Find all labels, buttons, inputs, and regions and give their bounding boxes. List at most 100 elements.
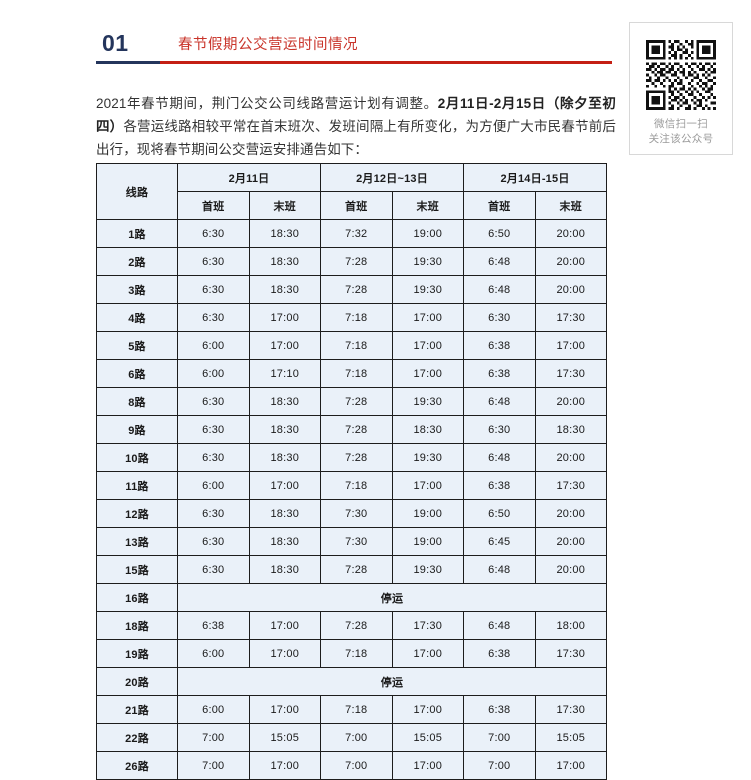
first-bus-cell: 7:00: [320, 723, 393, 752]
last-bus-cell: 17:00: [248, 303, 321, 332]
route-name-cell: 11路: [96, 471, 178, 500]
last-bus-cell: 18:30: [534, 415, 607, 444]
section-title-rule: [160, 61, 612, 64]
last-bus-cell: 17:00: [534, 331, 607, 360]
first-bus-cell: 7:18: [320, 303, 393, 332]
suspended-cell: 停运: [177, 583, 607, 612]
first-bus-cell: 6:38: [463, 359, 536, 388]
section-header-area: 01 春节假期公交营运时间情况: [96, 0, 612, 78]
table-row: 16路 停运: [96, 583, 607, 612]
first-bus-cell: 6:45: [463, 527, 536, 556]
last-bus-cell: 17:00: [391, 331, 464, 360]
table-row: 13路 6:30 18:30 7:30 19:00 6:45 20:00: [96, 527, 607, 556]
last-bus-cell: 17:00: [248, 639, 321, 668]
header-date-feb12-13: 2月12日~13日: [320, 163, 464, 192]
first-bus-cell: 6:48: [463, 555, 536, 584]
first-bus-cell: 6:50: [463, 499, 536, 528]
first-bus-cell: 7:28: [320, 247, 393, 276]
last-bus-cell: 15:05: [534, 723, 607, 752]
qr-caption-line1: 微信扫一扫: [654, 118, 708, 130]
first-bus-cell: 6:48: [463, 611, 536, 640]
last-bus-cell: 18:30: [248, 247, 321, 276]
last-bus-cell: 19:00: [391, 499, 464, 528]
table-row: 20路 停运: [96, 667, 607, 696]
last-bus-cell: 17:00: [391, 695, 464, 724]
route-name-cell: 12路: [96, 499, 178, 528]
table-row: 21路 6:00 17:00 7:18 17:00 6:38 17:30: [96, 695, 607, 724]
header-last-bus-3: 末班: [534, 191, 607, 220]
intro-text-bold: 2月11日-2月15日（除夕至初四）: [96, 95, 616, 134]
first-bus-cell: 6:48: [463, 247, 536, 276]
route-name-cell: 13路: [96, 527, 178, 556]
first-bus-cell: 6:30: [177, 555, 250, 584]
route-name-cell: 19路: [96, 639, 178, 668]
section-title: 春节假期公交营运时间情况: [178, 37, 358, 53]
table-row: 3路 6:30 18:30 7:28 19:30 6:48 20:00: [96, 275, 607, 304]
last-bus-cell: 17:00: [248, 751, 321, 780]
route-name-cell: 15路: [96, 555, 178, 584]
wechat-qr-card[interactable]: 微信扫一扫 关注该公众号: [629, 22, 733, 155]
qr-caption: 微信扫一扫 关注该公众号: [630, 117, 732, 147]
table-row: 19路 6:00 17:00 7:18 17:00 6:38 17:30: [96, 639, 607, 668]
last-bus-cell: 19:00: [391, 527, 464, 556]
suspended-cell: 停运: [177, 667, 607, 696]
first-bus-cell: 7:00: [177, 751, 250, 780]
table-row: 1路 6:30 18:30 7:32 19:00 6:50 20:00: [96, 219, 607, 248]
first-bus-cell: 7:28: [320, 387, 393, 416]
first-bus-cell: 7:18: [320, 471, 393, 500]
last-bus-cell: 19:30: [391, 247, 464, 276]
route-name-cell: 22路: [96, 723, 178, 752]
last-bus-cell: 17:00: [391, 303, 464, 332]
first-bus-cell: 6:00: [177, 331, 250, 360]
table-row: 10路 6:30 18:30 7:28 19:30 6:48 20:00: [96, 443, 607, 472]
route-name-cell: 5路: [96, 331, 178, 360]
first-bus-cell: 6:50: [463, 219, 536, 248]
last-bus-cell: 20:00: [534, 219, 607, 248]
last-bus-cell: 18:30: [248, 499, 321, 528]
first-bus-cell: 7:28: [320, 555, 393, 584]
route-name-cell: 8路: [96, 387, 178, 416]
table-body: 1路 6:30 18:30 7:32 19:00 6:50 20:00 2路 6:30 18:30…: [96, 219, 607, 780]
last-bus-cell: 17:00: [248, 471, 321, 500]
header-date-feb14-15: 2月14日-15日: [463, 163, 607, 192]
first-bus-cell: 7:28: [320, 443, 393, 472]
route-name-cell: 3路: [96, 275, 178, 304]
intro-text-part2: 各营运线路相较平常在首末班次、发班间隔上有所变化，为方便广大市民春节前后出行，现…: [96, 118, 616, 157]
first-bus-cell: 6:30: [177, 499, 250, 528]
first-bus-cell: 6:30: [177, 219, 250, 248]
last-bus-cell: 20:00: [534, 443, 607, 472]
first-bus-cell: 7:30: [320, 499, 393, 528]
first-bus-cell: 6:30: [177, 247, 250, 276]
last-bus-cell: 20:00: [534, 275, 607, 304]
first-bus-cell: 7:28: [320, 415, 393, 444]
last-bus-cell: 17:30: [534, 695, 607, 724]
first-bus-cell: 7:18: [320, 359, 393, 388]
first-bus-cell: 6:38: [177, 611, 250, 640]
first-bus-cell: 6:30: [177, 275, 250, 304]
table-row: 22路 7:00 15:05 7:00 15:05 7:00 15:05: [96, 723, 607, 752]
table-row: 12路 6:30 18:30 7:30 19:00 6:50 20:00: [96, 499, 607, 528]
route-name-cell: 16路: [96, 583, 178, 612]
intro-text-part1: 2021年春节期间，荆门公交公司线路营运计划有调整。: [96, 95, 438, 111]
last-bus-cell: 17:00: [248, 695, 321, 724]
bus-schedule-table: 线路 2月11日 2月12日~13日 2月14日-15日 首班 末班 首班 末班…: [96, 163, 607, 780]
first-bus-cell: 7:00: [463, 723, 536, 752]
last-bus-cell: 18:30: [391, 415, 464, 444]
first-bus-cell: 6:48: [463, 443, 536, 472]
first-bus-cell: 7:32: [320, 219, 393, 248]
first-bus-cell: 6:38: [463, 639, 536, 668]
first-bus-cell: 7:18: [320, 695, 393, 724]
first-bus-cell: 7:28: [320, 611, 393, 640]
first-bus-cell: 7:18: [320, 639, 393, 668]
last-bus-cell: 17:00: [534, 751, 607, 780]
first-bus-cell: 6:30: [177, 387, 250, 416]
route-name-cell: 9路: [96, 415, 178, 444]
last-bus-cell: 17:30: [534, 471, 607, 500]
route-name-cell: 6路: [96, 359, 178, 388]
first-bus-cell: 7:30: [320, 527, 393, 556]
document-page: 01 春节假期公交营运时间情况 2021年春节期间，荆门公交公司线路营运计划有调…: [96, 0, 733, 780]
table-row: 15路 6:30 18:30 7:28 19:30 6:48 20:00: [96, 555, 607, 584]
last-bus-cell: 15:05: [391, 723, 464, 752]
table-row: 8路 6:30 18:30 7:28 19:30 6:48 20:00: [96, 387, 607, 416]
route-name-cell: 10路: [96, 443, 178, 472]
